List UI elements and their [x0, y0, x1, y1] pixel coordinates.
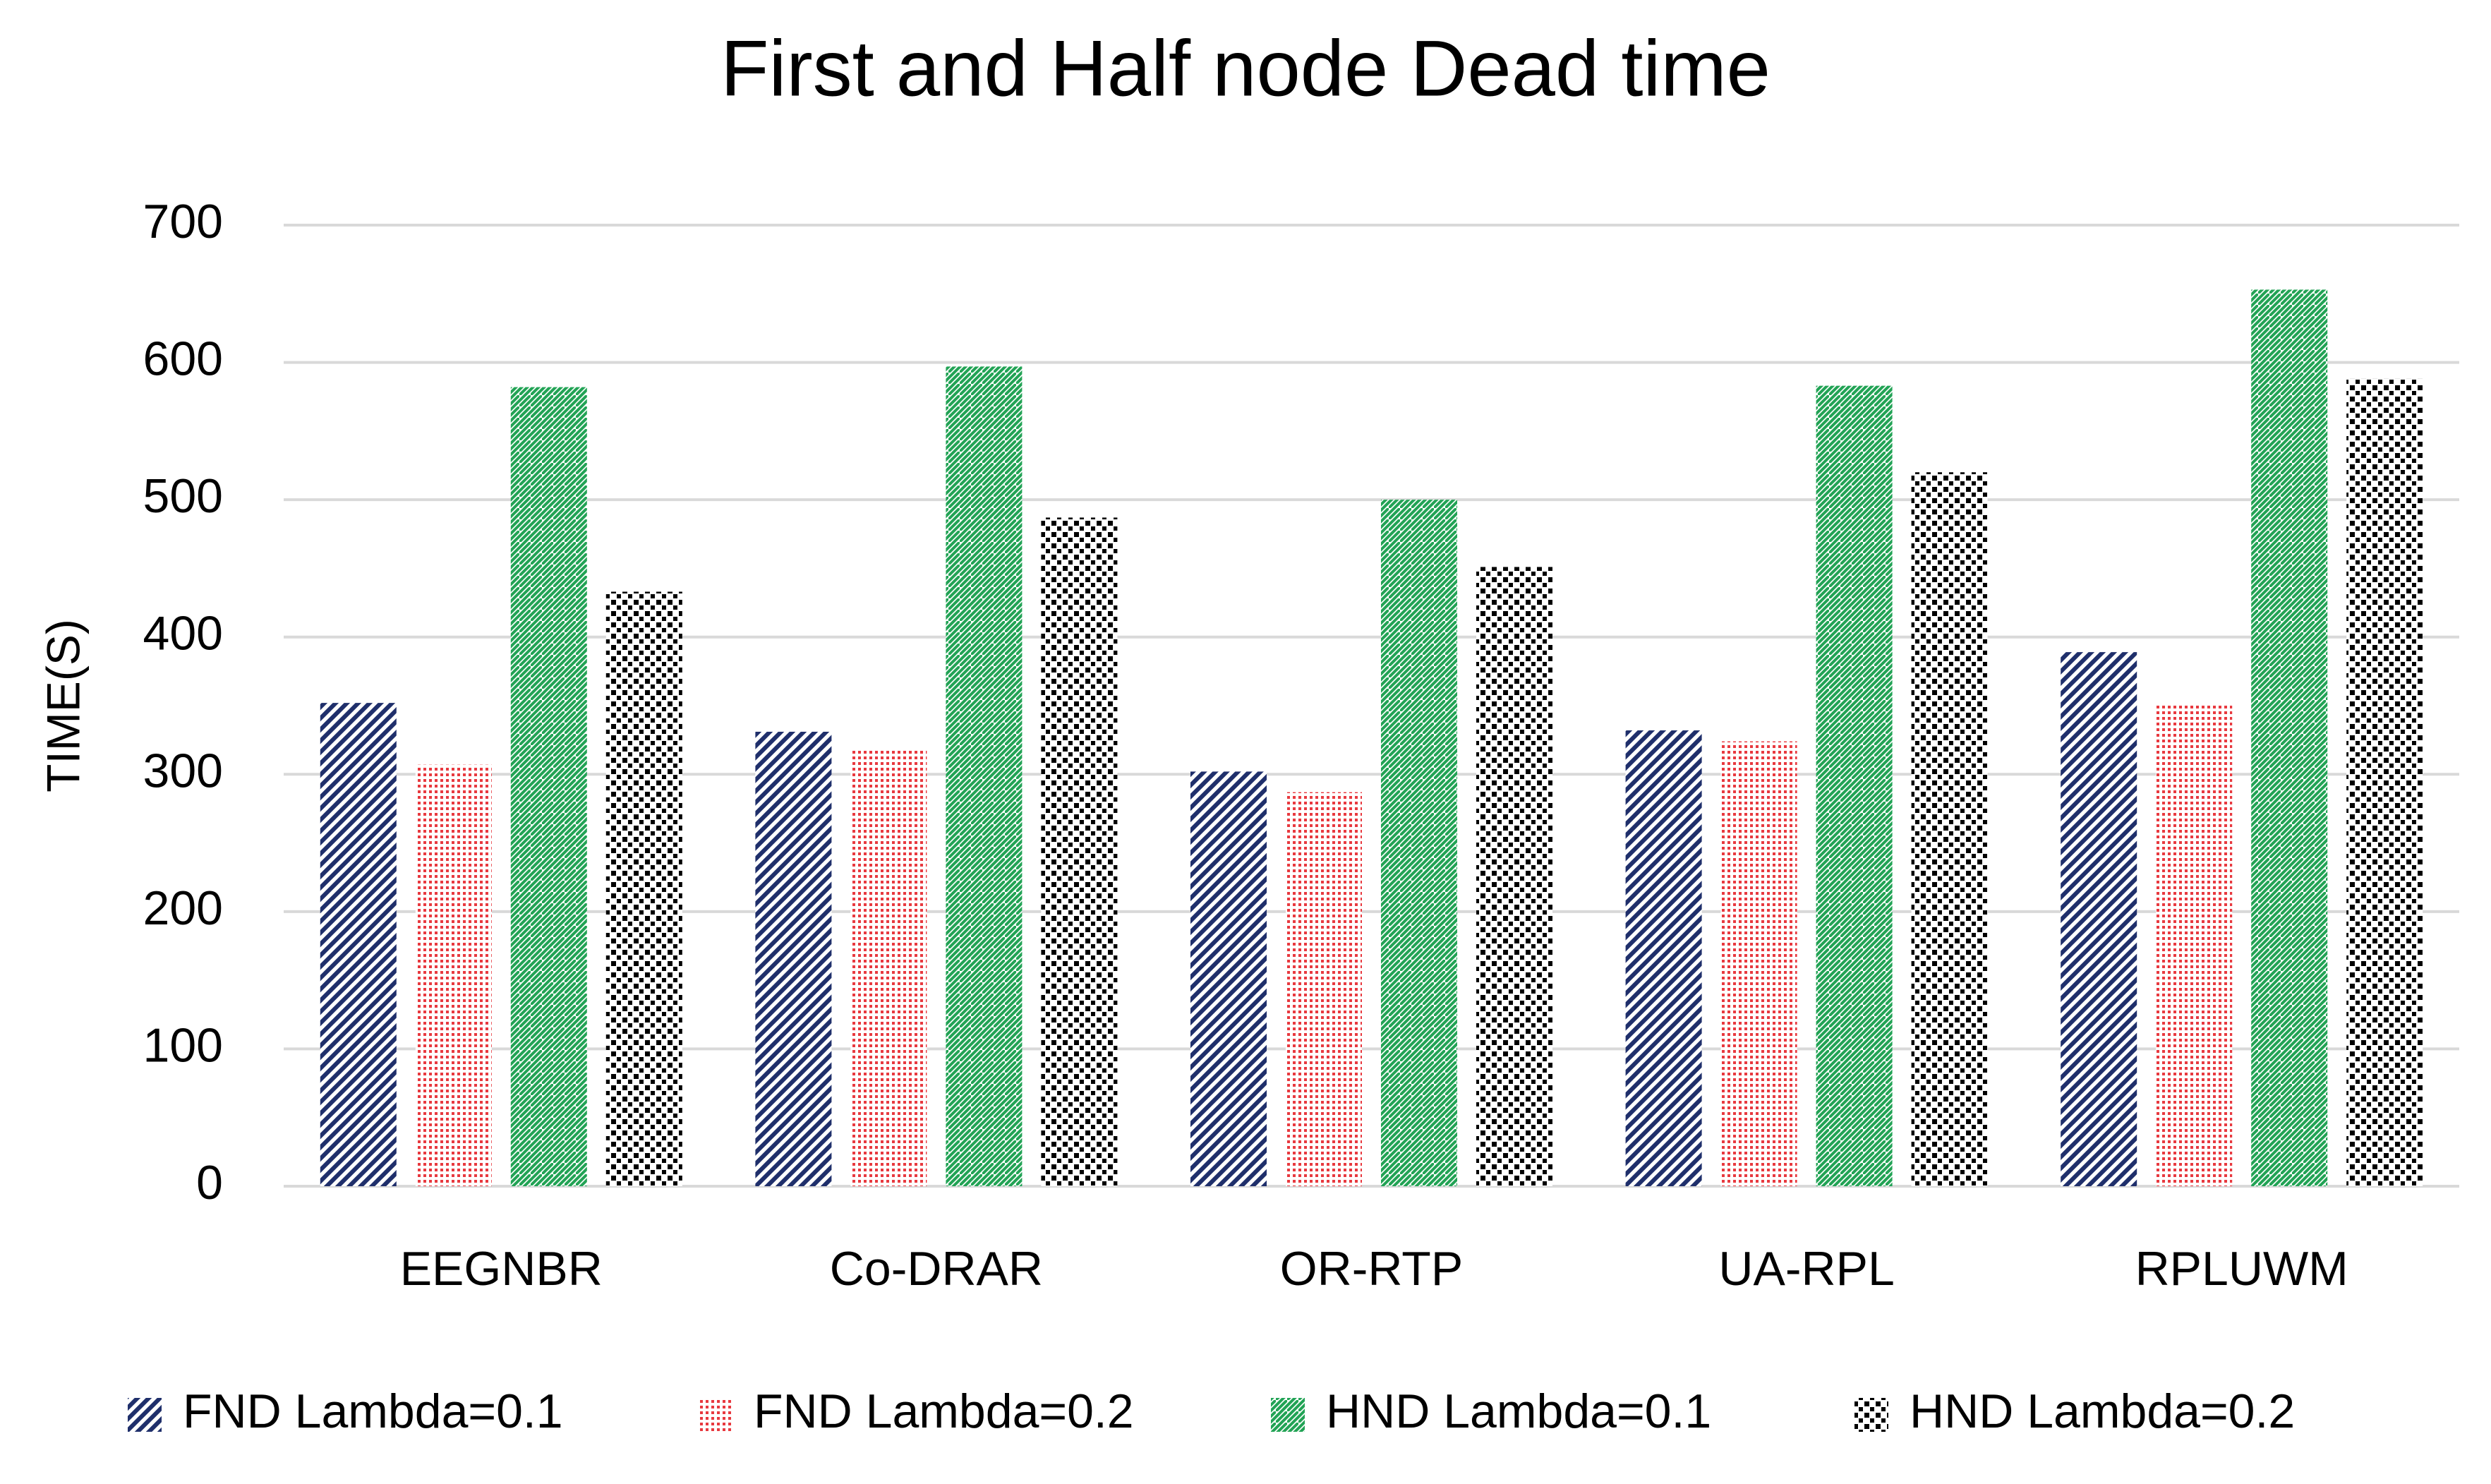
x-tick-label: Co-DRAR	[830, 1242, 1043, 1296]
legend-swatch	[1271, 1398, 1305, 1432]
chart-title: First and Half node Dead time	[720, 25, 1771, 113]
bar	[1911, 472, 1988, 1186]
bar	[510, 387, 587, 1187]
bar	[1381, 500, 1457, 1186]
y-tick-label: 700	[143, 195, 223, 248]
bar	[850, 748, 927, 1186]
bar	[2156, 703, 2233, 1186]
x-tick-label: RPLUWM	[2135, 1242, 2348, 1296]
y-tick-label: 500	[143, 469, 223, 523]
y-tick-label: 200	[143, 881, 223, 935]
legend-label: HND Lambda=0.2	[1910, 1385, 2295, 1438]
bar	[1041, 517, 1118, 1186]
bar	[320, 703, 397, 1186]
y-tick-label: 300	[143, 744, 223, 797]
x-tick-label: OR-RTP	[1280, 1242, 1463, 1296]
legend-label: FND Lambda=0.1	[183, 1385, 563, 1438]
bar	[1286, 792, 1362, 1186]
legend-swatch	[128, 1398, 162, 1432]
bar	[2346, 378, 2423, 1187]
y-tick-label: 100	[143, 1018, 223, 1072]
bar	[1720, 741, 1797, 1186]
y-tick-label: 600	[143, 332, 223, 386]
bar	[1476, 567, 1552, 1186]
bar	[415, 764, 492, 1186]
legend-label: HND Lambda=0.1	[1326, 1385, 1711, 1438]
x-tick-label: UA-RPL	[1718, 1242, 1894, 1296]
bar	[1625, 730, 1702, 1186]
y-axis-label: TIME(S)	[37, 619, 89, 792]
bar	[946, 366, 1023, 1186]
y-tick-label: 400	[143, 607, 223, 660]
bar	[2251, 289, 2328, 1186]
bar	[1190, 771, 1267, 1186]
bar	[605, 591, 682, 1186]
legend-label: FND Lambda=0.2	[754, 1385, 1134, 1438]
legend-swatch	[1854, 1398, 1888, 1432]
bar	[1816, 385, 1893, 1186]
legend-swatch	[699, 1398, 732, 1432]
bar	[755, 731, 832, 1186]
bar	[2061, 652, 2137, 1186]
y-tick-label: 0	[196, 1156, 223, 1209]
x-tick-label: EEGNBR	[400, 1242, 603, 1296]
